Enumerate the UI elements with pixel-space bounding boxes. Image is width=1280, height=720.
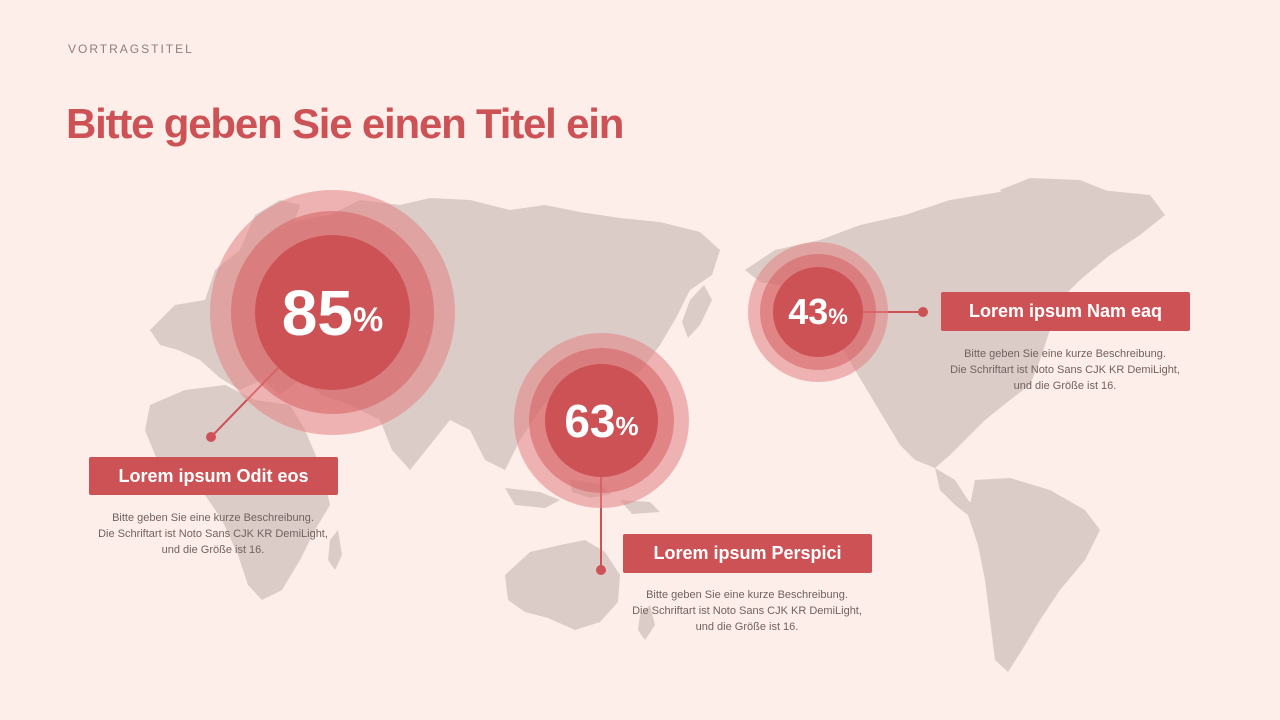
desc-1-line-3: und die Größe ist 16.	[161, 544, 265, 556]
stat-desc-1: Bitte geben Sie eine kurze Beschreibung.…	[63, 510, 363, 558]
stat-unit-63: %	[615, 411, 639, 441]
stat-unit-85: %	[352, 301, 384, 339]
stat-label-2: Lorem ipsum Perspici	[623, 534, 872, 573]
stat-unit-43: %	[828, 304, 848, 329]
stat-circle-63: 63%	[545, 364, 658, 477]
desc-2-line-2: Die Schriftart ist Noto Sans CJK KR Demi…	[632, 605, 862, 617]
desc-3-line-2: Die Schriftart ist Noto Sans CJK KR Demi…	[950, 364, 1180, 376]
desc-1-line-1: Bitte geben Sie eine kurze Beschreibung.	[112, 512, 314, 524]
stat-circle-85: 85%	[255, 235, 410, 390]
stat-desc-3: Bitte geben Sie eine kurze Beschreibung.…	[915, 346, 1215, 394]
stat-label-1: Lorem ipsum Odit eos	[89, 457, 338, 495]
stat-value-63: 63	[564, 394, 616, 447]
desc-2-line-1: Bitte geben Sie eine kurze Beschreibung.	[646, 589, 848, 601]
vortragstitel-kicker: VORTRAGSTITEL	[68, 42, 194, 56]
page-title: Bitte geben Sie einen Titel ein	[66, 100, 624, 147]
stat-value-43: 43	[788, 291, 829, 332]
desc-1-line-2: Die Schriftart ist Noto Sans CJK KR Demi…	[98, 528, 328, 540]
stat-desc-2: Bitte geben Sie eine kurze Beschreibung.…	[597, 587, 897, 635]
desc-3-line-1: Bitte geben Sie eine kurze Beschreibung.	[964, 348, 1166, 360]
desc-2-line-3: und die Größe ist 16.	[695, 621, 799, 633]
stat-value-85: 85	[281, 276, 353, 349]
stat-circle-43: 43%	[773, 267, 863, 357]
stat-label-3: Lorem ipsum Nam eaq	[941, 292, 1190, 331]
desc-3-line-3: und die Größe ist 16.	[1013, 380, 1117, 392]
